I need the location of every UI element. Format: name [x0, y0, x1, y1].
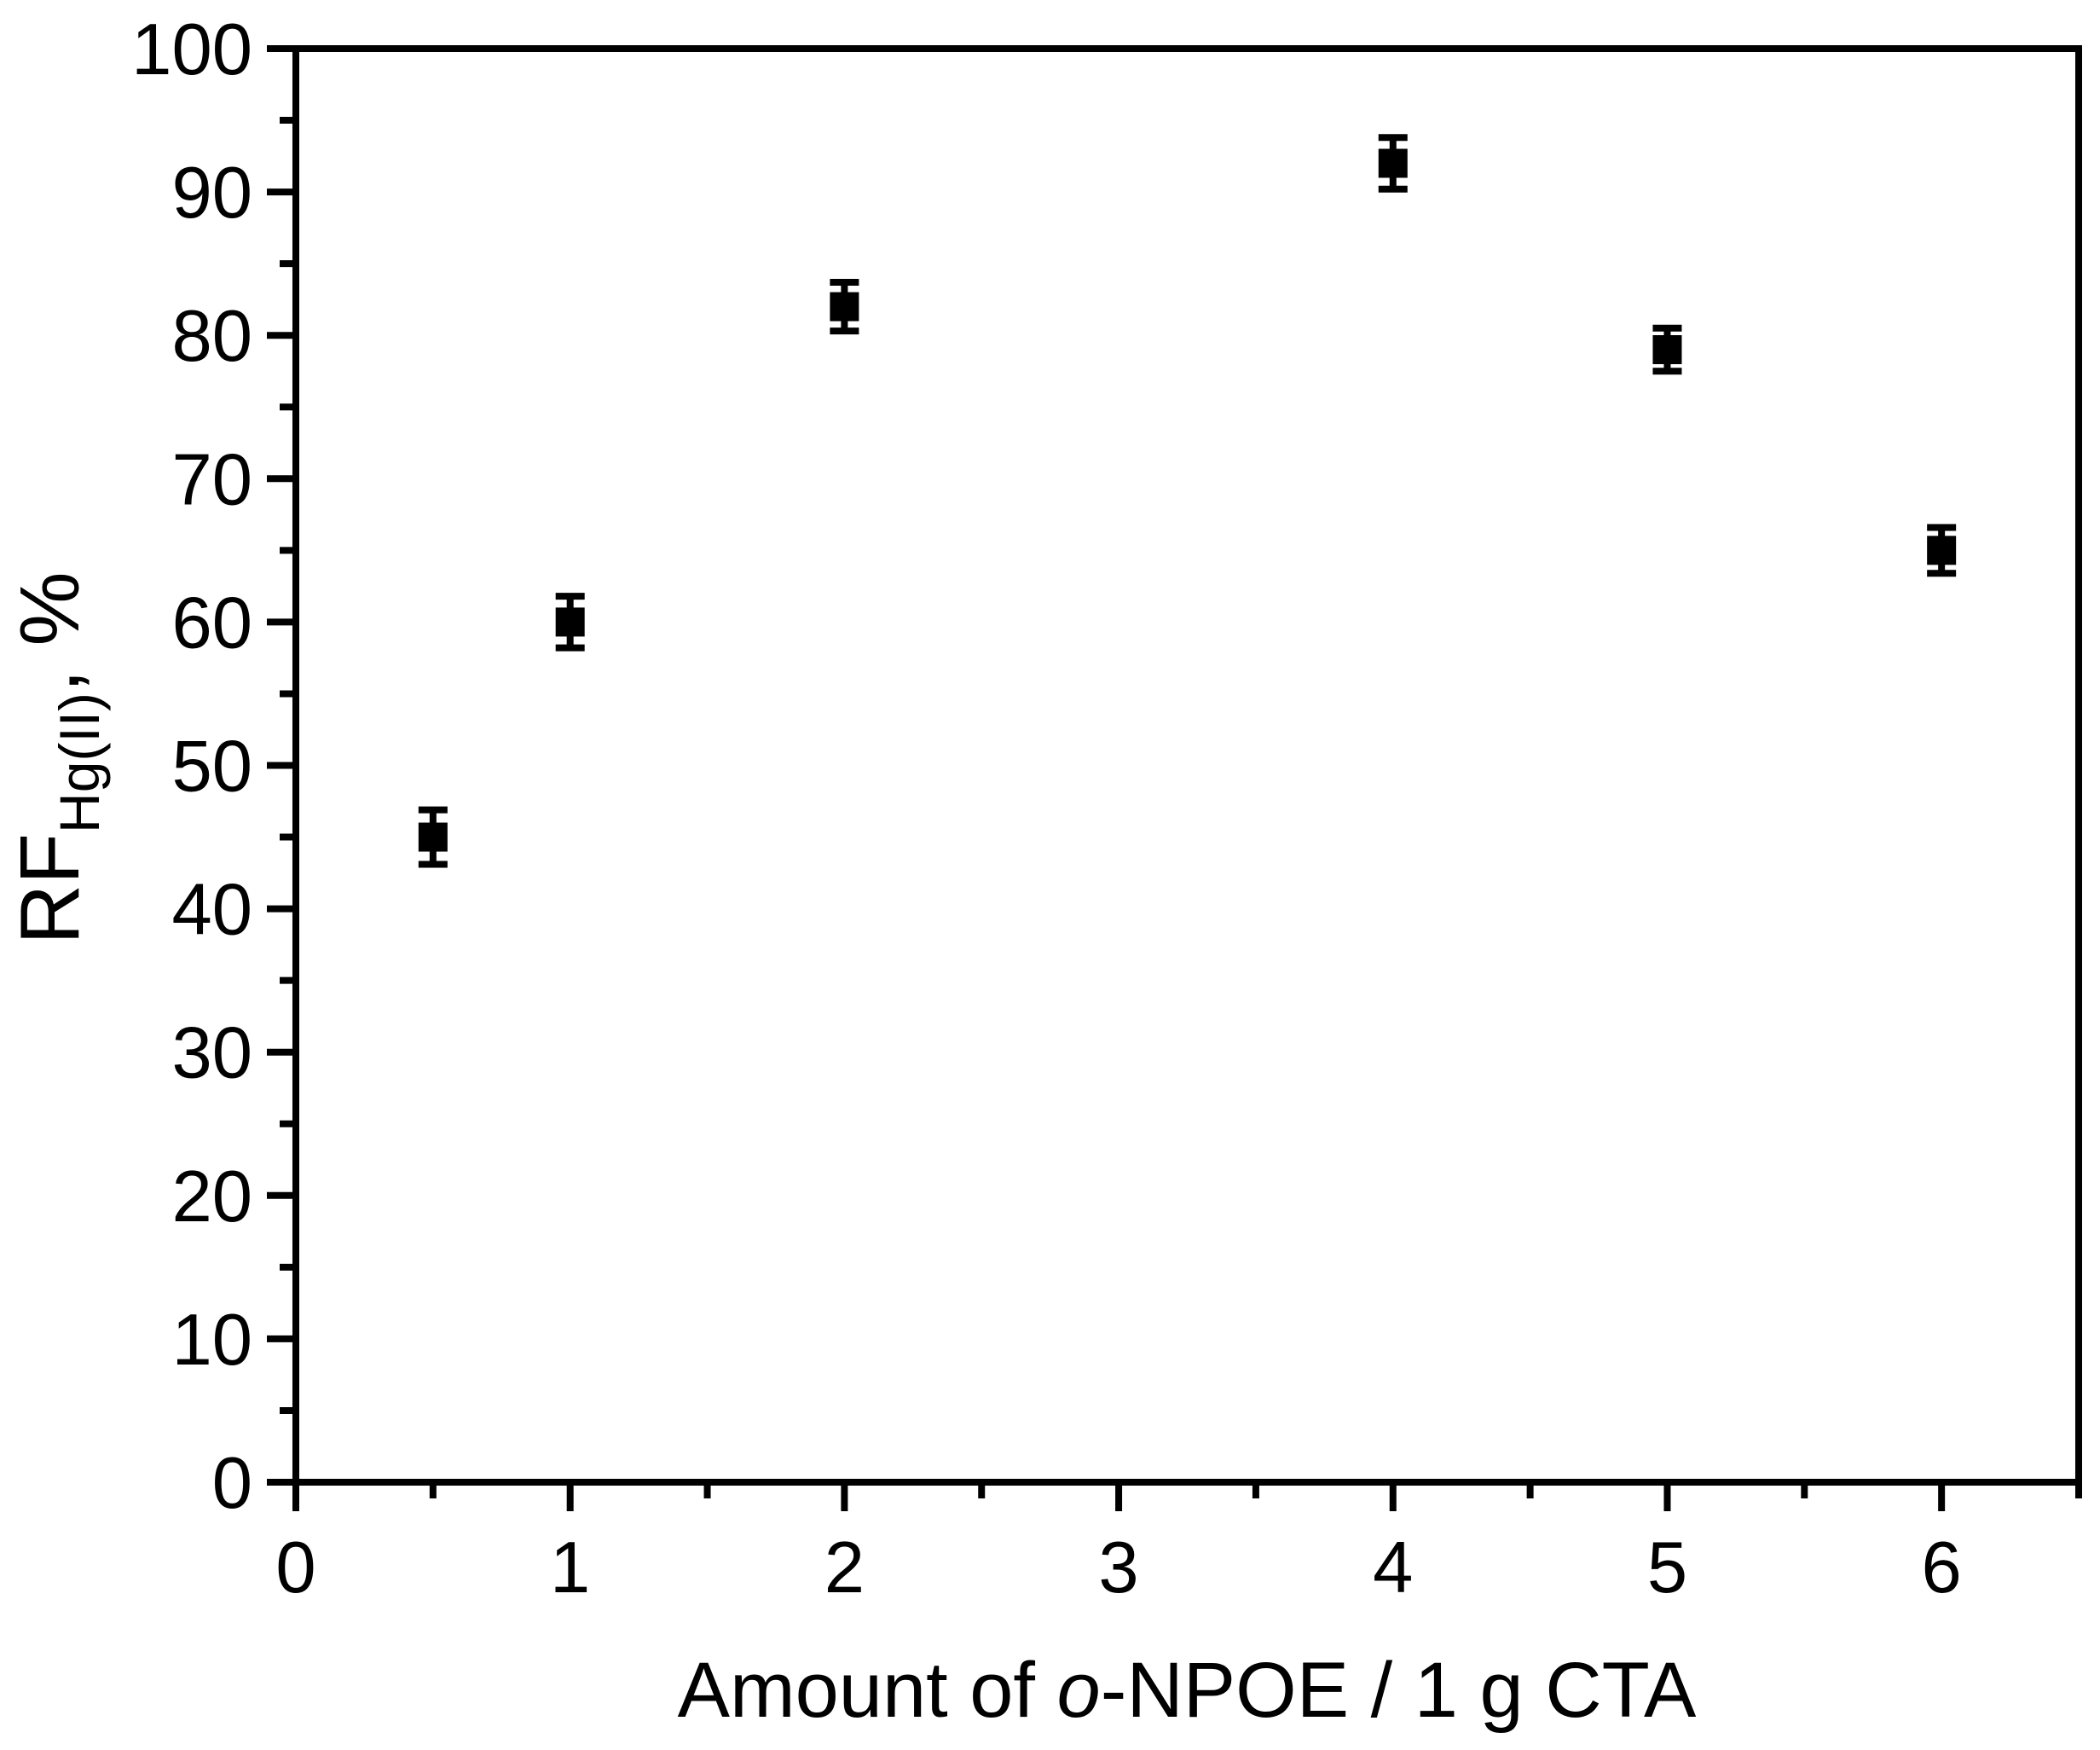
y-axis-title: RFHg(II), % — [3, 571, 111, 944]
x-tick-label: 0 — [275, 1527, 315, 1608]
y-tick-label: 0 — [212, 1443, 252, 1524]
y-axis: 0 10 20 30 40 50 60 70 80 90 100 — [131, 9, 296, 1524]
x-tick-label: 5 — [1647, 1527, 1687, 1608]
y-tick-label: 90 — [171, 153, 252, 234]
y-tick-label: 50 — [171, 727, 252, 808]
data-point-marker — [1378, 148, 1408, 178]
data-point-marker — [418, 822, 448, 852]
data-point — [418, 806, 448, 868]
x-tick-label: 4 — [1373, 1527, 1413, 1608]
data-series — [418, 134, 1957, 868]
data-point-marker — [555, 607, 585, 637]
x-tick-label: 1 — [550, 1527, 590, 1608]
data-point-marker — [1652, 335, 1682, 365]
y-tick-label: 60 — [171, 582, 252, 663]
data-point — [830, 279, 859, 335]
x-tick-label: 2 — [824, 1527, 865, 1608]
data-point — [1652, 324, 1682, 375]
x-tick-label: 3 — [1098, 1527, 1138, 1608]
x-axis-title: Amount of o-NPOE / 1 g CTA — [678, 1647, 1697, 1734]
data-point-marker — [830, 292, 859, 322]
data-point-marker — [1927, 536, 1957, 565]
y-tick-label: 20 — [171, 1156, 252, 1237]
data-point — [1378, 134, 1408, 193]
y-tick-label: 100 — [131, 9, 252, 90]
y-tick-label: 30 — [171, 1013, 252, 1094]
x-axis: 0 1 2 3 4 5 6 — [275, 1482, 2082, 1608]
data-point — [1927, 524, 1957, 577]
x-tick-label: 6 — [1922, 1527, 1962, 1608]
plot-frame — [292, 45, 2082, 1486]
y-tick-label: 10 — [171, 1300, 252, 1381]
y-tick-label: 40 — [171, 870, 252, 951]
y-tick-label: 80 — [171, 296, 252, 377]
data-point — [555, 593, 585, 652]
y-tick-label: 70 — [171, 439, 252, 520]
